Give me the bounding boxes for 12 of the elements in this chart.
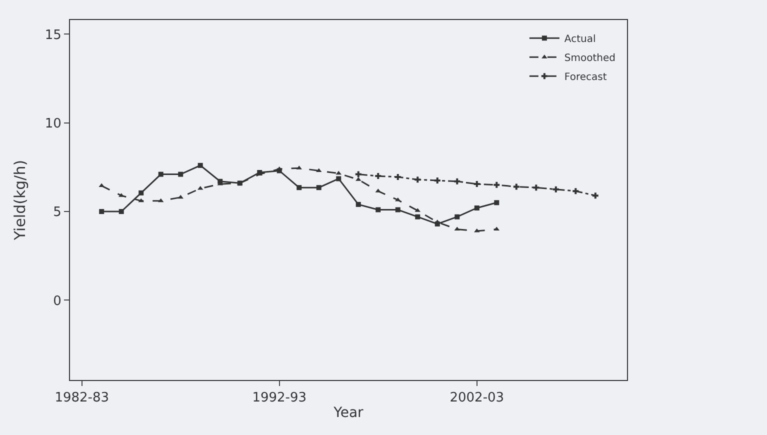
x-axis-title: Year bbox=[332, 404, 364, 421]
y-tick-label: 15 bbox=[44, 28, 62, 43]
y-tick-label: 0 bbox=[53, 294, 62, 309]
y-axis-title: Yield(kg/h) bbox=[11, 160, 30, 242]
legend-label: Actual bbox=[564, 34, 596, 45]
y-tick-label: 5 bbox=[53, 205, 62, 220]
legend-label: Forecast bbox=[564, 72, 607, 83]
x-tick-label: 2002-03 bbox=[450, 390, 504, 406]
x-tick-label: 1992-93 bbox=[252, 390, 307, 406]
legend-label: Smoothed bbox=[564, 53, 616, 64]
x-tick-label: 1982-83 bbox=[54, 390, 110, 406]
y-tick-label: 10 bbox=[44, 116, 62, 132]
